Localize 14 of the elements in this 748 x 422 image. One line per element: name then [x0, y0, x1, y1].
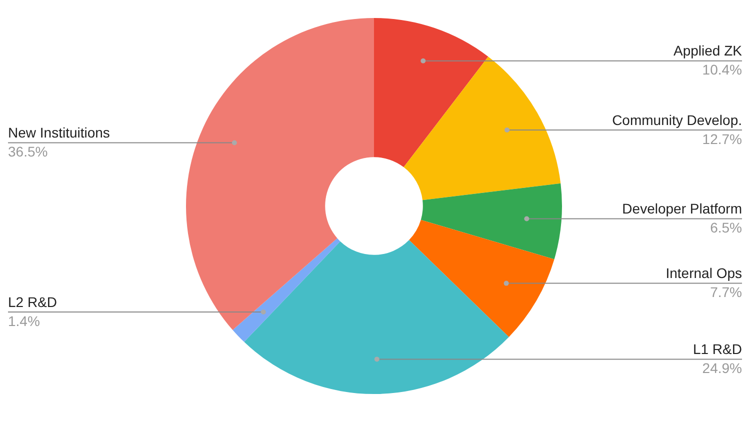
data-label: 24.9%: [702, 360, 742, 376]
slice-label: New Instituitions: [8, 124, 110, 141]
data-label: 12.7%: [702, 130, 742, 147]
slice-label: Community Develop.: [612, 112, 742, 128]
data-label: 6.5%: [710, 220, 742, 236]
slice-label: L1 R&D: [692, 341, 742, 358]
data-label: 36.5%: [8, 144, 48, 160]
slice-label: L2 R&D: [8, 294, 58, 310]
slice-label: Developer Platform: [622, 200, 742, 217]
data-label: 10.4%: [702, 62, 742, 78]
slice-label: Applied ZK: [674, 42, 743, 59]
data-label: 1.4%: [8, 312, 40, 329]
slice-label: Internal Ops: [666, 265, 742, 282]
data-label: 7.7%: [710, 284, 742, 300]
